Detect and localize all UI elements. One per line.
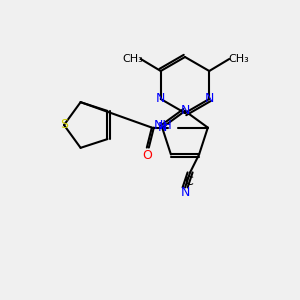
Text: NH: NH <box>154 119 173 132</box>
Text: O: O <box>142 149 152 162</box>
Text: CH₃: CH₃ <box>229 54 250 64</box>
Text: N: N <box>158 121 167 134</box>
Text: N: N <box>180 186 190 199</box>
Text: N: N <box>180 104 190 118</box>
Text: N: N <box>156 92 165 106</box>
Text: CH₃: CH₃ <box>122 54 143 64</box>
Text: N: N <box>205 92 214 106</box>
Text: S: S <box>60 118 68 131</box>
Text: C: C <box>185 175 194 188</box>
